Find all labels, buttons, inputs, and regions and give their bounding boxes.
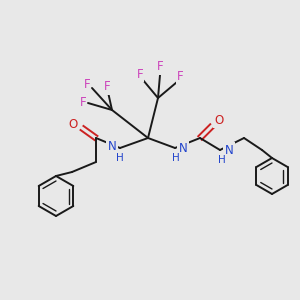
Text: F: F xyxy=(137,68,143,80)
Text: N: N xyxy=(225,143,233,157)
Text: F: F xyxy=(84,77,90,91)
Text: H: H xyxy=(116,153,124,163)
Text: O: O xyxy=(68,118,78,130)
Text: F: F xyxy=(104,80,110,94)
Text: O: O xyxy=(214,113,224,127)
Text: F: F xyxy=(80,97,86,110)
Text: F: F xyxy=(177,70,183,83)
Text: F: F xyxy=(157,61,163,74)
Text: N: N xyxy=(108,140,116,154)
Text: H: H xyxy=(172,153,180,163)
Text: N: N xyxy=(178,142,188,154)
Text: H: H xyxy=(218,155,226,165)
